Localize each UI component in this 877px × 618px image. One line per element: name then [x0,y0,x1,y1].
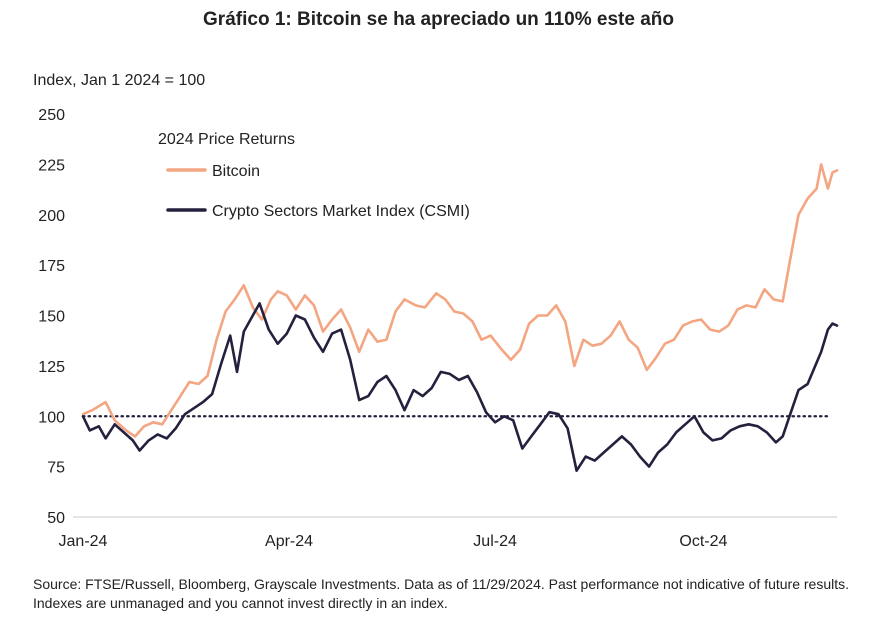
y-tick-label: 150 [38,309,65,326]
legend-title: 2024 Price Returns [158,131,295,148]
chart-title: Gráfico 1: Bitcoin se ha apreciado un 11… [203,9,674,30]
y-tick-label: 225 [38,157,65,174]
y-tick-label: 250 [38,107,65,124]
series-line-bitcoin [81,163,839,438]
y-tick-label: 50 [47,510,65,527]
y-tick-label: 200 [38,208,65,225]
y-axis-label: Index, Jan 1 2024 = 100 [33,72,206,89]
legend-label-bitcoin: Bitcoin [212,163,260,180]
series-line-csmi [81,302,839,473]
x-tick-label: Apr-24 [265,533,313,550]
legend-label-csmi: Crypto Sectors Market Index (CSMI) [212,203,470,220]
y-tick-label: 100 [38,409,65,426]
x-tick-label: Oct-24 [679,533,727,550]
y-tick-label: 125 [38,359,65,376]
x-tick-label: Jul-24 [473,533,517,550]
x-tick-label: Jan-24 [59,533,108,550]
y-tick-label: 175 [38,258,65,275]
source-note: Source: FTSE/Russell, Bloomberg, Graysca… [33,576,850,611]
y-tick-label: 75 [47,460,65,477]
